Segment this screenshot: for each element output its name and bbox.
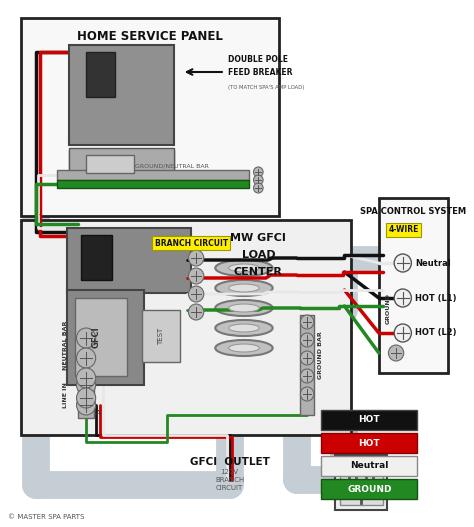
Circle shape xyxy=(254,167,263,177)
Circle shape xyxy=(254,175,263,185)
Text: BRANCH CIRCUIT: BRANCH CIRCUIT xyxy=(155,239,228,248)
Text: CENTER: CENTER xyxy=(234,267,283,277)
Bar xyxy=(74,298,127,376)
Circle shape xyxy=(76,368,96,388)
Bar xyxy=(69,45,174,145)
Text: HOT: HOT xyxy=(358,415,380,425)
Circle shape xyxy=(76,348,96,368)
Text: Neutral: Neutral xyxy=(415,259,451,268)
Text: 4-WIRE: 4-WIRE xyxy=(388,226,419,235)
Circle shape xyxy=(76,388,96,408)
Bar xyxy=(321,456,417,476)
Ellipse shape xyxy=(228,324,259,332)
Circle shape xyxy=(189,268,204,284)
Text: GROUND: GROUND xyxy=(386,292,391,324)
Bar xyxy=(21,220,351,435)
Circle shape xyxy=(76,375,96,395)
Text: HOT (L2): HOT (L2) xyxy=(415,328,457,337)
Text: LINE IN: LINE IN xyxy=(63,382,68,408)
Bar xyxy=(321,410,417,430)
Bar xyxy=(321,479,417,499)
Text: DOUBLE POLE
FEED BREAKER: DOUBLE POLE FEED BREAKER xyxy=(228,55,292,77)
Bar xyxy=(57,180,249,188)
Ellipse shape xyxy=(228,264,259,272)
Bar xyxy=(142,310,180,362)
Bar xyxy=(69,148,174,176)
Text: Neutral: Neutral xyxy=(350,462,389,471)
Circle shape xyxy=(394,324,411,342)
Text: HOT: HOT xyxy=(358,438,380,447)
Circle shape xyxy=(189,286,204,302)
Text: GFCI  OUTLET: GFCI OUTLET xyxy=(190,457,270,467)
Text: GROUND/NEUTRAL BAR: GROUND/NEUTRAL BAR xyxy=(135,163,209,168)
Ellipse shape xyxy=(215,340,273,356)
Text: LOAD: LOAD xyxy=(242,250,275,260)
Text: (TO MATCH SPA'S AMP LOAD): (TO MATCH SPA'S AMP LOAD) xyxy=(228,85,304,91)
Bar xyxy=(57,170,249,180)
Text: NEUTRAL BAR: NEUTRAL BAR xyxy=(63,320,68,369)
Bar xyxy=(379,198,448,373)
Bar xyxy=(69,150,174,178)
Circle shape xyxy=(301,315,314,329)
Bar xyxy=(86,52,115,97)
Ellipse shape xyxy=(215,280,273,296)
Text: MW GFCI: MW GFCI xyxy=(230,233,286,243)
Bar xyxy=(301,315,314,415)
Ellipse shape xyxy=(215,300,273,316)
Bar xyxy=(86,155,134,173)
Bar xyxy=(82,235,112,280)
Text: HOME SERVICE PANEL: HOME SERVICE PANEL xyxy=(77,30,223,43)
Ellipse shape xyxy=(215,320,273,336)
Circle shape xyxy=(254,183,263,193)
Circle shape xyxy=(388,345,404,361)
Text: A: A xyxy=(96,410,101,416)
Bar xyxy=(67,290,144,385)
Bar xyxy=(321,433,417,453)
Text: © MASTER SPA PARTS: © MASTER SPA PARTS xyxy=(8,514,84,520)
Ellipse shape xyxy=(228,344,259,352)
Circle shape xyxy=(189,304,204,320)
Bar xyxy=(351,483,372,491)
Circle shape xyxy=(301,387,314,401)
Circle shape xyxy=(394,254,411,272)
Ellipse shape xyxy=(215,260,273,276)
Circle shape xyxy=(301,351,314,365)
Circle shape xyxy=(301,333,314,347)
Ellipse shape xyxy=(228,284,259,292)
Text: GFCI: GFCI xyxy=(91,326,100,348)
Text: GROUND: GROUND xyxy=(347,484,392,493)
Circle shape xyxy=(76,395,96,415)
Text: TEST: TEST xyxy=(158,327,164,345)
Bar xyxy=(21,18,279,216)
Circle shape xyxy=(301,369,314,383)
Circle shape xyxy=(189,250,204,266)
Text: SPA CONTROL SYSTEM: SPA CONTROL SYSTEM xyxy=(360,208,466,217)
Circle shape xyxy=(76,328,96,348)
Text: 120V
BRANCH
CIRCUIT: 120V BRANCH CIRCUIT xyxy=(215,469,244,492)
Bar xyxy=(335,455,387,510)
Ellipse shape xyxy=(228,304,259,312)
Bar xyxy=(67,228,191,293)
Text: HOT (L1): HOT (L1) xyxy=(415,294,457,302)
Bar xyxy=(340,460,383,505)
Bar xyxy=(79,328,94,418)
Circle shape xyxy=(394,289,411,307)
Text: GROUND BAR: GROUND BAR xyxy=(318,331,323,379)
